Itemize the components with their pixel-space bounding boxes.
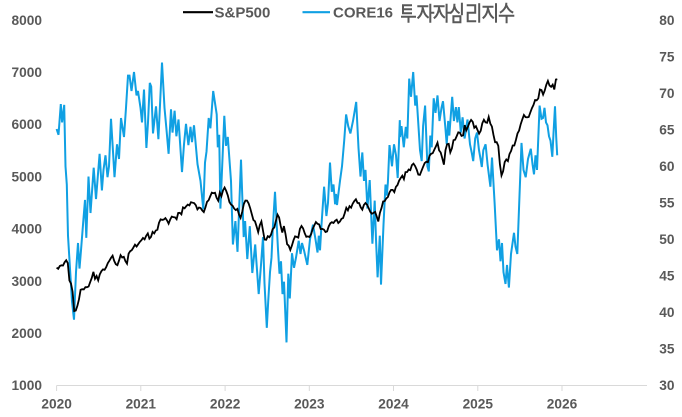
svg-text:CORE16: CORE16 [333, 4, 393, 21]
svg-text:2024: 2024 [378, 397, 409, 412]
svg-text:2000: 2000 [12, 326, 43, 341]
svg-text:40: 40 [659, 305, 675, 320]
svg-text:35: 35 [659, 342, 675, 357]
svg-text:3000: 3000 [12, 274, 43, 289]
svg-text:2022: 2022 [210, 397, 241, 412]
svg-text:80: 80 [659, 13, 675, 28]
svg-text:2023: 2023 [294, 397, 325, 412]
svg-text:45: 45 [659, 269, 675, 284]
svg-text:50: 50 [659, 232, 675, 247]
svg-text:1000: 1000 [12, 378, 43, 393]
svg-text:2021: 2021 [126, 397, 157, 412]
svg-text:8000: 8000 [12, 13, 43, 28]
svg-text:5000: 5000 [12, 169, 43, 184]
svg-text:30: 30 [659, 378, 675, 393]
svg-text:70: 70 [659, 86, 675, 101]
svg-text:75: 75 [659, 49, 675, 64]
svg-text:S&P500: S&P500 [215, 4, 271, 21]
svg-text:55: 55 [659, 196, 675, 211]
svg-text:60: 60 [659, 159, 675, 174]
svg-text:2025: 2025 [463, 397, 494, 412]
svg-text:65: 65 [659, 122, 675, 137]
svg-text:4000: 4000 [12, 222, 43, 237]
svg-text:2020: 2020 [41, 397, 72, 412]
svg-text:2026: 2026 [547, 397, 578, 412]
svg-text:7000: 7000 [12, 65, 43, 80]
svg-text:6000: 6000 [12, 117, 43, 132]
